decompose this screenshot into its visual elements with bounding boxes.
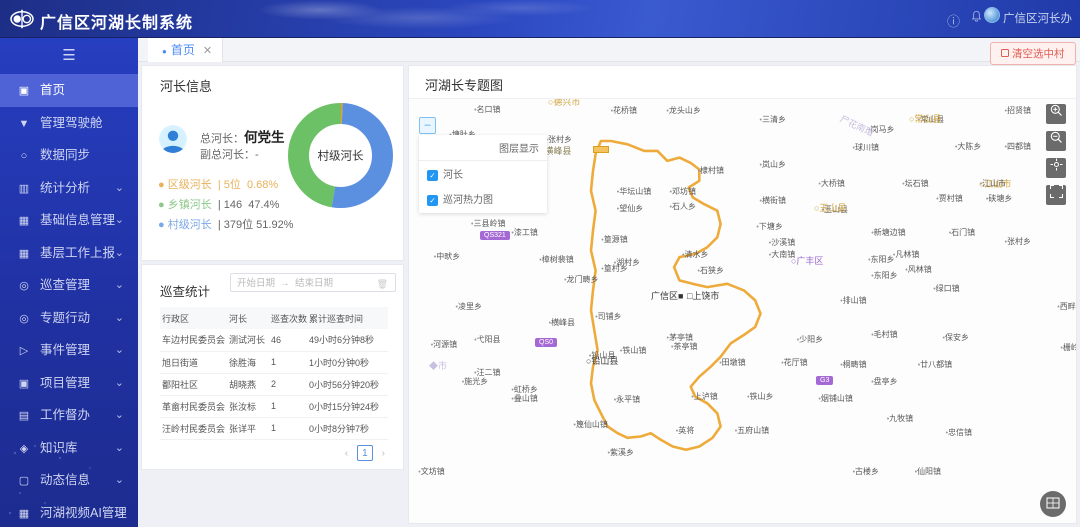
svg-text:村级河长: 村级河长 [318,149,364,163]
